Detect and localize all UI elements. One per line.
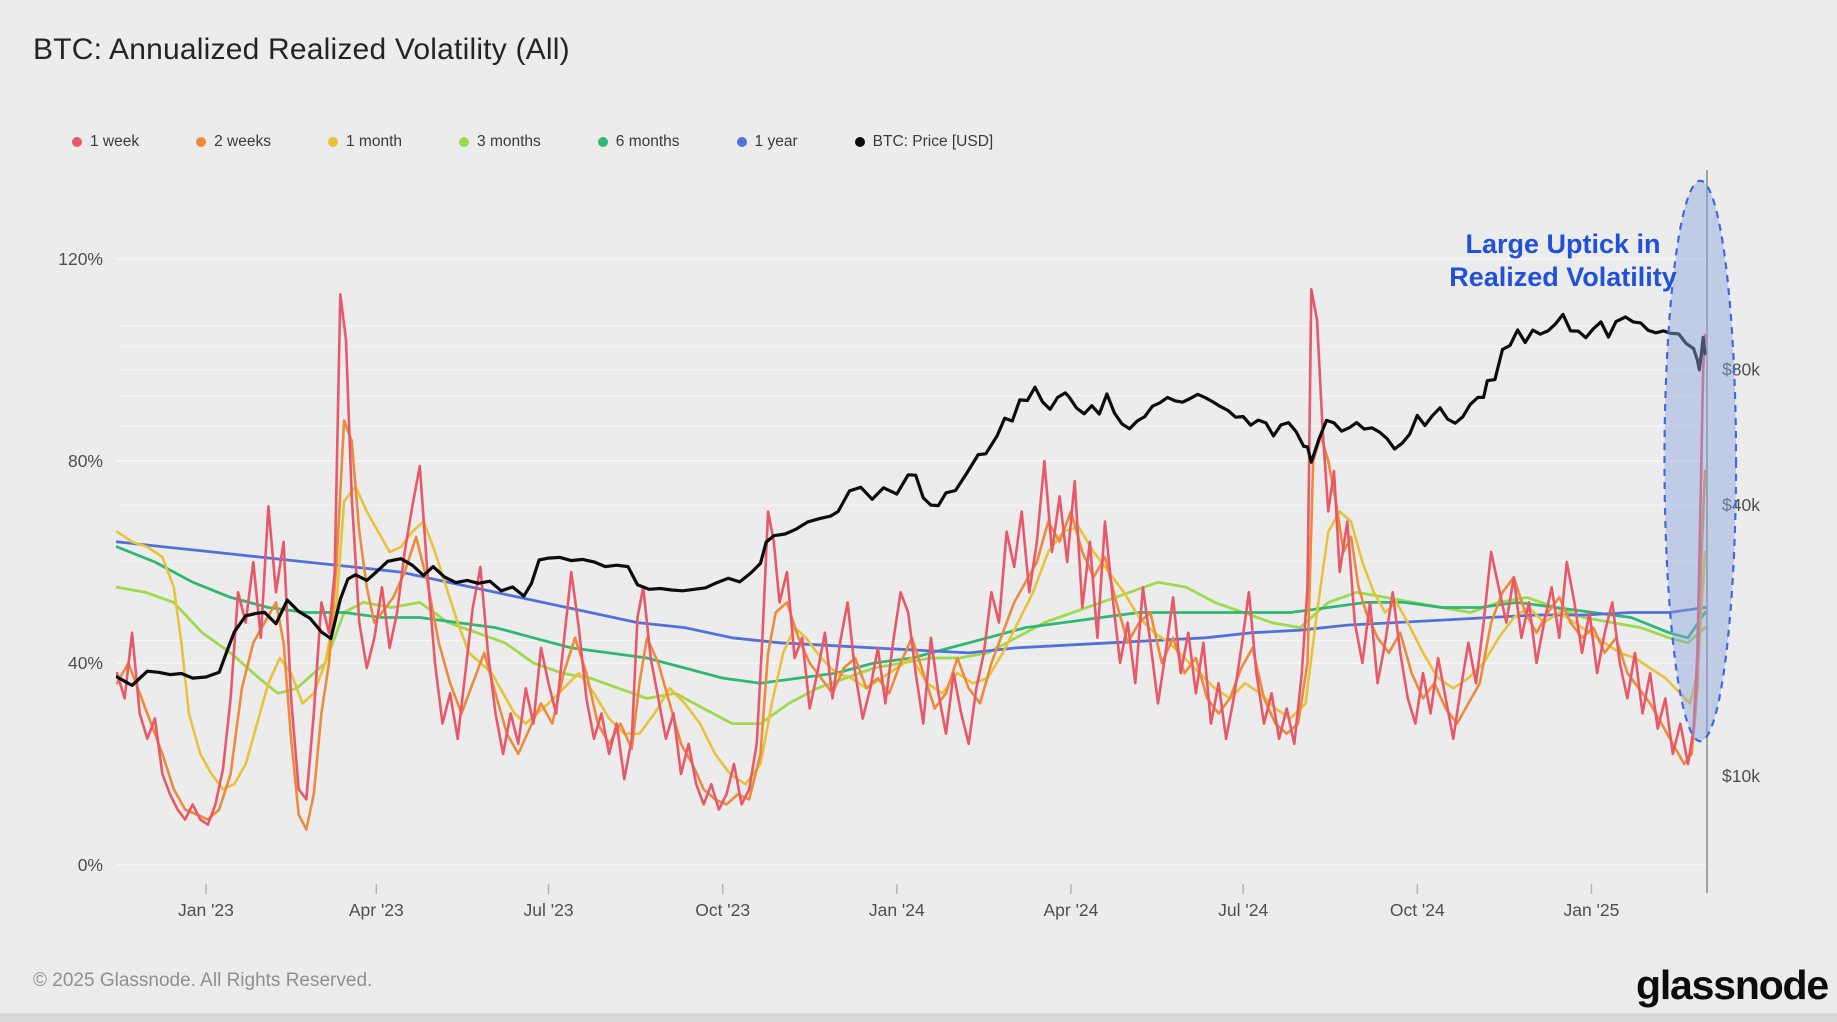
legend-item-6-months[interactable]: 6 months bbox=[597, 133, 680, 151]
legend-item-label: 2 weeks bbox=[214, 133, 271, 150]
series-group bbox=[116, 287, 1707, 831]
legend-item-label: 1 week bbox=[90, 133, 140, 150]
y-right-label-10k: $10k bbox=[1722, 766, 1760, 786]
y-left-label-40%: 40% bbox=[68, 653, 103, 673]
legend-item-label: 1 month bbox=[346, 133, 403, 150]
legend-dot-icon bbox=[854, 137, 865, 147]
legend-dot-icon bbox=[459, 137, 470, 147]
x-tick-label: Apr '24 bbox=[1043, 900, 1098, 920]
legend-item-1-year[interactable]: 1 year bbox=[736, 133, 798, 151]
series-line-1-year bbox=[116, 540, 1707, 655]
legend-dot-icon bbox=[736, 137, 747, 147]
y-right-label-80k: $80k bbox=[1722, 360, 1760, 380]
copyright-text: © 2025 Glassnode. All Rights Reserved. bbox=[33, 970, 373, 991]
legend-item-1-month[interactable]: 1 month bbox=[328, 133, 402, 151]
bottom-edge-strip bbox=[0, 1013, 1837, 1022]
series-line-1-week bbox=[116, 287, 1707, 826]
legend-item-2-weeks[interactable]: 2 weeks bbox=[196, 133, 271, 151]
legend-item-1-week[interactable]: 1 week bbox=[72, 133, 139, 151]
legend-item-label: BTC: Price [USD] bbox=[872, 133, 994, 150]
y-right-label-40k: $40k bbox=[1722, 495, 1760, 515]
highlight-ellipse bbox=[1663, 179, 1738, 743]
legend-item-label: 6 months bbox=[615, 133, 680, 150]
legend-item-label: 3 months bbox=[477, 133, 541, 150]
legend-item-label: 1 year bbox=[754, 133, 798, 150]
legend-dot-icon bbox=[597, 137, 608, 147]
x-tick-label: Jan '24 bbox=[869, 900, 925, 920]
annotation-large-uptick: Large Uptick in Realized Volatility bbox=[1398, 228, 1728, 294]
y-left-label-120%: 120% bbox=[58, 249, 103, 269]
annotation-line-2: Realized Volatility bbox=[1449, 262, 1677, 292]
legend-dot-icon bbox=[196, 137, 207, 147]
x-tick-label: Oct '24 bbox=[1390, 900, 1445, 920]
series-line-btc-price-usd- bbox=[116, 312, 1707, 688]
annotation-line-1: Large Uptick in bbox=[1465, 229, 1661, 259]
x-tick-label: Jul '23 bbox=[524, 900, 574, 920]
x-tick-label: Jul '24 bbox=[1218, 900, 1268, 920]
y-left-label-80%: 80% bbox=[68, 451, 103, 471]
x-tick-label: Jan '23 bbox=[178, 900, 234, 920]
x-tick-label: Apr '23 bbox=[349, 900, 404, 920]
legend-item-3-months[interactable]: 3 months bbox=[459, 133, 541, 151]
legend-dot-icon bbox=[72, 137, 82, 147]
y-left-label-0%: 0% bbox=[78, 855, 103, 875]
x-tick-label: Oct '23 bbox=[695, 900, 750, 920]
glassnode-logo: glassnode bbox=[1636, 962, 1829, 1008]
x-tick-label: Jan '25 bbox=[1563, 900, 1619, 920]
page-title: BTC: Annualized Realized Volatility (All… bbox=[33, 33, 570, 66]
series-line-2-weeks bbox=[116, 419, 1707, 831]
legend: 1 week 2 weeks 1 month 3 months 6 months 1 ye… bbox=[72, 133, 993, 151]
legend-dot-icon bbox=[328, 137, 338, 147]
legend-item-btc-price-usd-[interactable]: BTC: Price [USD] bbox=[854, 133, 994, 151]
